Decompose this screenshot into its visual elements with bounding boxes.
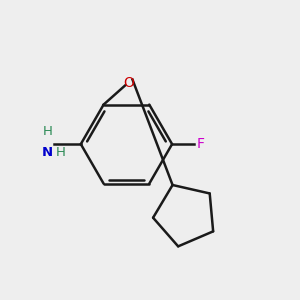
Text: F: F (196, 137, 205, 151)
Text: H: H (43, 124, 53, 138)
Text: H: H (56, 146, 66, 159)
Text: N: N (42, 146, 53, 159)
Text: O: O (123, 76, 134, 89)
